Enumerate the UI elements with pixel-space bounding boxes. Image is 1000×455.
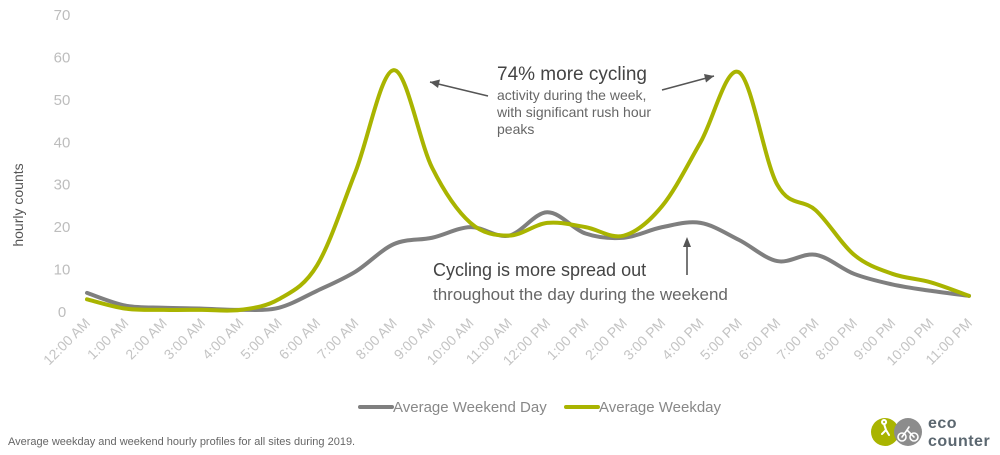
y-tick-label: 60: [54, 49, 71, 66]
legend-label-weekday: Average Weekday: [599, 399, 722, 416]
x-tick-label: 6:00 AM: [276, 315, 324, 363]
annotation-peak-line: activity during the week,: [497, 87, 646, 103]
x-tick-label: 3:00 PM: [620, 315, 668, 363]
y-tick-label: 10: [54, 262, 71, 279]
annotation-peak: 74% more cycling activity during the wee…: [429, 64, 715, 137]
logo-walker-figure: [881, 419, 890, 436]
y-tick-label: 50: [54, 92, 71, 109]
eco-counter-logo: eco counter: [871, 415, 990, 450]
y-axis-ticks: 0 10 20 30 40 50 60 70: [54, 7, 71, 321]
x-tick-label: 7:00 PM: [774, 315, 822, 363]
logo-bike-frame: [901, 426, 915, 438]
logo-bike-wheel: [897, 432, 907, 442]
x-tick-label: 4:00 PM: [659, 315, 707, 363]
y-tick-label: 0: [58, 304, 66, 321]
x-tick-label: 5:00 AM: [237, 315, 285, 363]
y-axis-label: hourly counts: [10, 163, 26, 246]
x-tick-label: 2:00 PM: [582, 315, 630, 363]
annotation-spread-heading: Cycling is more spread out: [433, 260, 646, 280]
series-line-weekday: [85, 68, 971, 313]
x-tick-label: 5:00 PM: [697, 315, 745, 363]
legend: Average Weekend Day Average Weekday: [358, 399, 722, 416]
x-tick-label: 1:00 AM: [84, 315, 132, 363]
x-tick-label: 1:00 PM: [543, 315, 591, 363]
annotation-spread-line: throughout the day during the weekend: [433, 285, 728, 304]
x-tick-label: 2:00 AM: [122, 315, 170, 363]
logo-bike-wheel: [909, 432, 919, 442]
x-tick-label: 4:00 AM: [199, 315, 247, 363]
annotation-peak-line: with significant rush hour: [496, 104, 651, 120]
logo-text-eco: eco: [928, 415, 957, 432]
x-tick-label: 8:00 PM: [812, 315, 860, 363]
y-tick-label: 30: [54, 177, 71, 194]
annotation-spread: Cycling is more spread out throughout th…: [433, 237, 728, 304]
legend-label-weekend: Average Weekend Day: [393, 399, 547, 416]
y-tick-label: 70: [54, 7, 71, 24]
x-axis-ticks: 12:00 AM1:00 AM2:00 AM3:00 AM4:00 AM5:00…: [40, 315, 975, 369]
annotation-arrowhead-right: [704, 74, 714, 83]
annotation-arrow-left: [429, 81, 489, 97]
annotation-peak-line: peaks: [497, 121, 534, 137]
x-tick-label: 3:00 AM: [161, 315, 209, 363]
x-tick-label: 8:00 AM: [352, 315, 400, 363]
series-lines: [85, 68, 971, 313]
annotation-arrowhead-up: [683, 237, 691, 247]
annotation-arrowhead-left: [430, 79, 440, 88]
y-tick-label: 40: [54, 134, 71, 151]
x-tick-label: 12:00 AM: [40, 315, 93, 368]
x-tick-label: 6:00 PM: [735, 315, 783, 363]
annotation-peak-heading: 74% more cycling: [497, 64, 647, 85]
logo-text-counter: counter: [928, 433, 990, 450]
footnote: Average weekday and weekend hourly profi…: [8, 436, 355, 448]
y-tick-label: 20: [54, 219, 71, 236]
x-tick-label: 7:00 AM: [314, 315, 362, 363]
